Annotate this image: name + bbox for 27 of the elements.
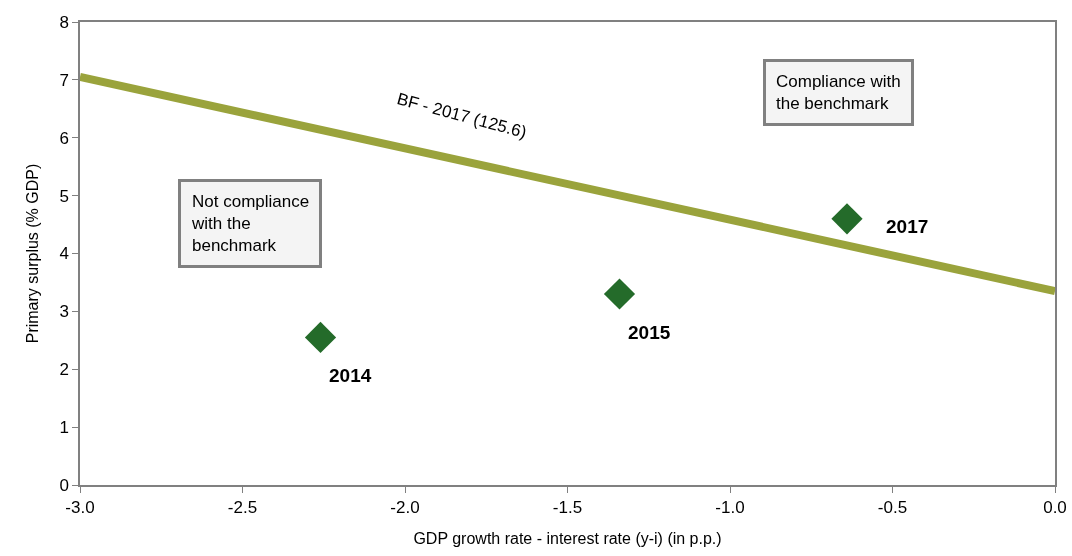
y-tick-label: 5: [59, 186, 69, 206]
x-tick-label: -0.5: [877, 498, 908, 518]
y-tick-label: 8: [59, 12, 69, 32]
annotation: Not compliance with the benchmark: [191, 192, 310, 256]
y-tick-label: 2: [59, 360, 69, 380]
x-axis-title: GDP growth rate - interest rate (y-i) (in p.p.): [413, 529, 722, 547]
y-tick-label: 7: [59, 70, 69, 90]
y-tick-label: 6: [59, 128, 69, 148]
annotation: BF - 2017 (125.6): [394, 89, 529, 143]
point: [304, 321, 337, 354]
y-tick-label: 3: [59, 302, 69, 322]
x-tick-label: -1.0: [715, 498, 745, 518]
x-tick-label: -3.0: [65, 498, 95, 518]
point: [603, 278, 636, 310]
y-axis-title: Primary surplus (% GDP): [23, 163, 41, 344]
y-tick-label: 4: [59, 244, 69, 264]
y-tick-label: 0: [59, 475, 69, 495]
x-tick-label: 0.0: [1043, 498, 1067, 518]
x-tick-label: -1.5: [552, 498, 583, 518]
annotation: 2017: [886, 216, 929, 237]
annotation: Compliance with the benchmark: [776, 72, 901, 114]
annotation: 2015: [628, 322, 671, 343]
x-tick-label: -2.0: [390, 498, 420, 518]
annotation: 2014: [329, 365, 372, 386]
point: [831, 203, 863, 235]
y-tick-label: 1: [59, 418, 69, 438]
x-tick-label: -2.5: [227, 498, 258, 518]
